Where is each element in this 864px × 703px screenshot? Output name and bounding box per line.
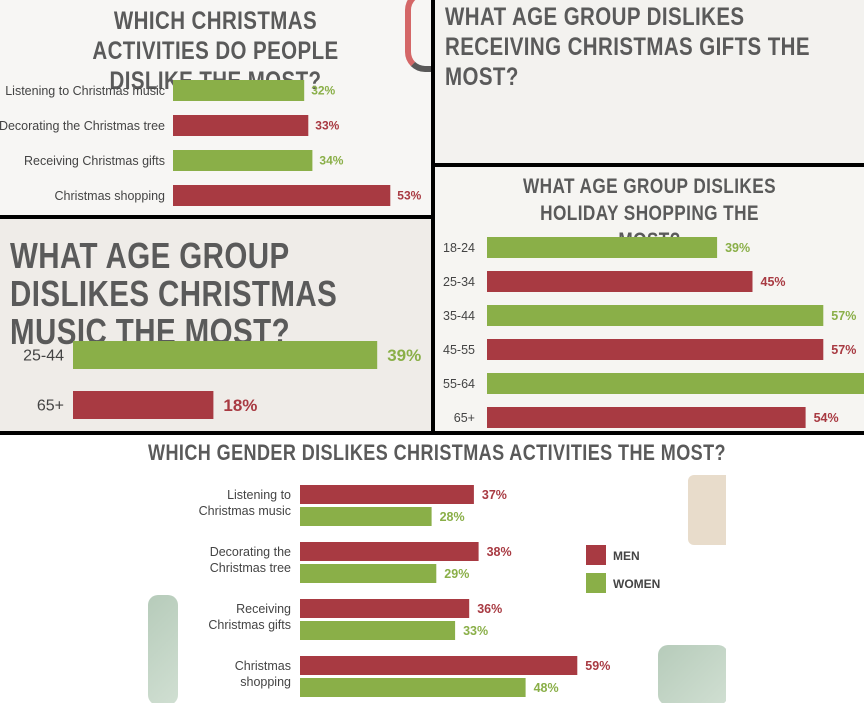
- bar: [300, 599, 470, 618]
- data-label: 33%: [315, 119, 339, 133]
- data-label: 48%: [534, 681, 559, 695]
- bar: [300, 485, 474, 504]
- bar: [300, 542, 479, 561]
- data-label: 32%: [311, 84, 335, 98]
- legend-label: MEN: [613, 549, 640, 563]
- data-label: 29%: [444, 567, 469, 581]
- category-label: Christmas tree: [210, 561, 291, 575]
- data-label: 28%: [440, 510, 465, 524]
- category-label: 18-24: [443, 241, 475, 255]
- chart-gender: WHICH GENDER DISLIKES CHRISTMAS ACTIVITI…: [148, 435, 726, 703]
- chart-activities: WHICH CHRISTMAS ACTIVITIES DO PEOPLE DIS…: [0, 0, 431, 215]
- bar: [487, 305, 824, 326]
- legend-label: WOMEN: [613, 577, 660, 591]
- chart-svg: 25-44 39% 65+ 18%: [23, 341, 421, 419]
- data-label: 33%: [463, 624, 488, 638]
- bar: [300, 621, 456, 640]
- data-label: 37%: [482, 488, 507, 502]
- bar: [73, 341, 378, 369]
- bar: [300, 656, 578, 675]
- bar: [173, 185, 391, 206]
- category-label: Christmas shopping: [55, 189, 166, 203]
- data-label: 57%: [831, 343, 856, 357]
- bar: [300, 564, 437, 583]
- category-label: Receiving Christmas gifts: [24, 154, 165, 168]
- category-label: Christmas music: [199, 504, 291, 518]
- chart-title: WHICH GENDER DISLIKES CHRISTMAS ACTIVITI…: [148, 440, 726, 465]
- category-label: 25-34: [443, 275, 475, 289]
- category-label: Listening to: [227, 488, 291, 502]
- chart-svg: 18-3425%55+40%: [435, 0, 864, 163]
- data-label: 36%: [477, 602, 502, 616]
- category-label: Decorating the: [210, 545, 291, 559]
- bar: [173, 115, 309, 136]
- data-label: 34%: [319, 154, 343, 168]
- bar: [487, 237, 718, 258]
- chart-svg: Listening to Christmas music 37% 28% Decorat…: [199, 485, 660, 697]
- chart-title: WHAT AGE GROUP DISLIKES HOLIDAY SHOPPING…: [522, 175, 777, 252]
- headphones-decoration: [405, 0, 431, 72]
- bar: [73, 391, 214, 419]
- chart-svg: Listening to Christmas music 32% Decoratin…: [0, 80, 422, 206]
- data-label: 39%: [387, 346, 421, 365]
- category-label: shopping: [240, 675, 291, 689]
- category-label: 45-55: [443, 343, 475, 357]
- category-label: 35-44: [443, 309, 475, 323]
- category-label: 25-44: [23, 348, 64, 365]
- bar: [487, 407, 806, 428]
- category-label: Christmas: [235, 659, 291, 673]
- bar: [487, 373, 864, 394]
- category-label: Decorating the Christmas tree: [0, 119, 165, 133]
- chart-title: WHAT AGE GROUP DISLIKES RECEIVING CHRIST…: [445, 3, 810, 91]
- pine-branch-decoration: [658, 645, 726, 703]
- category-label: Receiving: [236, 602, 291, 616]
- category-label: Listening to Christmas music: [5, 84, 165, 98]
- bar: [487, 339, 824, 360]
- bar: [173, 80, 305, 101]
- data-label: 53%: [397, 189, 421, 203]
- category-label: 65+: [454, 411, 475, 425]
- bar: [173, 150, 313, 171]
- legend-swatch: [586, 545, 606, 565]
- chart-svg: 18-2439%25-3445%35-4457%45-5557%55-6465%…: [443, 237, 864, 428]
- bar: [487, 271, 753, 292]
- category-label: Christmas gifts: [208, 618, 291, 632]
- category-label: 55-64: [443, 377, 475, 391]
- bar: [300, 678, 526, 697]
- data-label: 59%: [585, 659, 610, 673]
- category-label: 65+: [37, 398, 64, 415]
- chart-shopping-age: WHAT AGE GROUP DISLIKES HOLIDAY SHOPPING…: [435, 167, 864, 431]
- chart-music-age: WHAT AGE GROUP DISLIKES CHRISTMAS MUSIC …: [0, 219, 431, 431]
- chart-gifts-age: WHAT AGE GROUP DISLIKES RECEIVING CHRIST…: [435, 0, 864, 163]
- data-label: 45%: [761, 275, 786, 289]
- gift-box-decoration: [688, 475, 726, 545]
- legend-swatch: [586, 573, 606, 593]
- data-label: 39%: [725, 241, 750, 255]
- data-label: 54%: [814, 411, 839, 425]
- data-label: 38%: [487, 545, 512, 559]
- pine-branch-decoration: [148, 595, 178, 703]
- data-label: 18%: [223, 396, 257, 415]
- bar: [300, 507, 432, 526]
- data-label: 57%: [831, 309, 856, 323]
